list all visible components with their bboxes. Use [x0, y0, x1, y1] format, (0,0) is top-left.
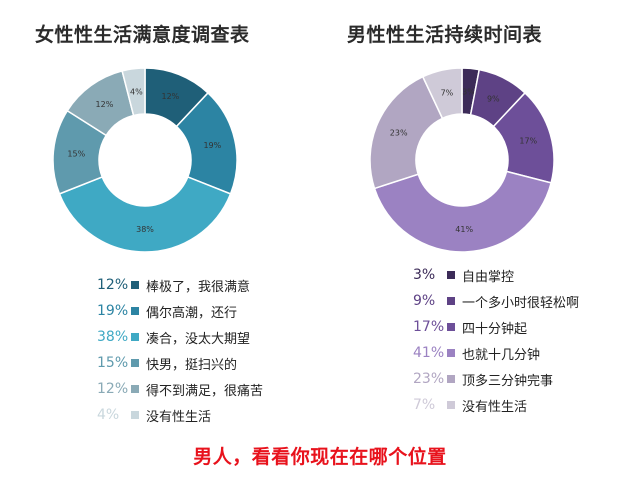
legend-item-female-5: 4% 没有性生活	[97, 402, 263, 428]
legend-value: 7%	[413, 397, 436, 413]
donut-chart-female-satisfaction: 12% 19% 38% 15% 12% 4%	[52, 67, 238, 253]
legend-swatch	[131, 307, 139, 315]
legend-female-satisfaction: 12% 棒极了，我很满意 19% 偶尔高潮，还行 38% 凑合，没太大期望 15% 快男，挺扫…	[97, 272, 263, 428]
legend-value: 38%	[97, 329, 129, 345]
legend-swatch	[131, 333, 139, 341]
legend-label: 没有性生活	[462, 399, 528, 415]
legend-label: 顶多三分钟完事	[462, 373, 554, 389]
legend-label: 快男，挺扫兴的	[146, 357, 238, 373]
legend-value: 12%	[97, 381, 129, 397]
legend-item-male-5: 7% 没有性生活	[413, 392, 579, 418]
legend-item-female-1: 19% 偶尔高潮，还行	[97, 298, 263, 324]
legend-swatch	[447, 271, 455, 279]
legend-swatch	[447, 401, 455, 409]
legend-item-male-0: 3% 自由掌控	[413, 262, 579, 288]
legend-item-female-4: 12% 得不到满足，很痛苦	[97, 376, 263, 402]
legend-label: 得不到满足，很痛苦	[146, 383, 264, 399]
legend-male-duration: 3% 自由掌控 9% 一个多小时很轻松啊 17% 四十分钟起 41% 也就十几分钟 23% 顶多三…	[413, 262, 579, 418]
legend-label: 四十分钟起	[462, 321, 528, 337]
donut-slice-male-3	[373, 170, 553, 253]
legend-swatch	[131, 359, 139, 367]
legend-label: 没有性生活	[146, 409, 212, 425]
donut-data-label-female-0: 12%	[162, 92, 180, 101]
chart-title-male-duration: 男性性生活持续时间表	[347, 24, 543, 46]
legend-label: 一个多小时很轻松啊	[462, 295, 580, 311]
donut-data-label-female-4: 12%	[96, 100, 114, 109]
legend-value: 4%	[97, 407, 120, 423]
donut-slice-male-5	[421, 67, 463, 120]
legend-item-female-3: 15% 快男，挺扫兴的	[97, 350, 263, 376]
legend-swatch	[131, 281, 139, 289]
donut-data-label-male-5: 7%	[441, 89, 454, 98]
legend-value: 12%	[97, 277, 129, 293]
legend-value: 41%	[413, 345, 445, 361]
legend-value: 23%	[413, 371, 445, 387]
legend-swatch	[131, 385, 139, 393]
legend-label: 也就十几分钟	[462, 347, 541, 363]
legend-item-male-3: 41% 也就十几分钟	[413, 340, 579, 366]
legend-swatch	[447, 323, 455, 331]
chart-title-female-satisfaction: 女性性生活满意度调查表	[35, 24, 250, 46]
donut-chart-male-duration: 3% 9% 17% 41% 23% 7%	[369, 67, 555, 253]
legend-swatch	[447, 349, 455, 357]
legend-value: 19%	[97, 303, 129, 319]
donut-slice-female-2	[58, 175, 232, 253]
legend-label: 棒极了，我很满意	[146, 279, 251, 295]
legend-value: 3%	[413, 267, 436, 283]
donut-data-label-female-3: 15%	[67, 150, 85, 159]
donut-data-label-male-1: 9%	[487, 95, 500, 104]
legend-item-male-1: 9% 一个多小时很轻松啊	[413, 288, 579, 314]
donut-slice-male-4	[369, 75, 444, 190]
legend-swatch	[131, 411, 139, 419]
legend-item-male-2: 17% 四十分钟起	[413, 314, 579, 340]
legend-swatch	[447, 375, 455, 383]
legend-value: 15%	[97, 355, 129, 371]
donut-data-label-male-2: 17%	[519, 137, 537, 146]
donut-data-label-female-1: 19%	[203, 141, 221, 150]
legend-item-male-4: 23% 顶多三分钟完事	[413, 366, 579, 392]
donut-data-label-male-0: 3%	[462, 87, 475, 96]
legend-value: 9%	[413, 293, 436, 309]
donut-data-label-male-3: 41%	[455, 225, 473, 234]
donut-data-label-male-4: 23%	[390, 129, 408, 138]
legend-value: 17%	[413, 319, 445, 335]
legend-item-female-2: 38% 凑合，没太大期望	[97, 324, 263, 350]
legend-label: 偶尔高潮，还行	[146, 305, 238, 321]
footer-caption: 男人，看看你现在在哪个位置	[193, 446, 447, 468]
donut-slice-female-5	[121, 67, 146, 117]
legend-item-female-0: 12% 棒极了，我很满意	[97, 272, 263, 298]
donut-data-label-female-2: 38%	[136, 225, 154, 234]
donut-data-label-female-5: 4%	[130, 88, 143, 97]
legend-label: 自由掌控	[462, 269, 515, 285]
legend-label: 凑合，没太大期望	[146, 331, 251, 347]
legend-swatch	[447, 297, 455, 305]
